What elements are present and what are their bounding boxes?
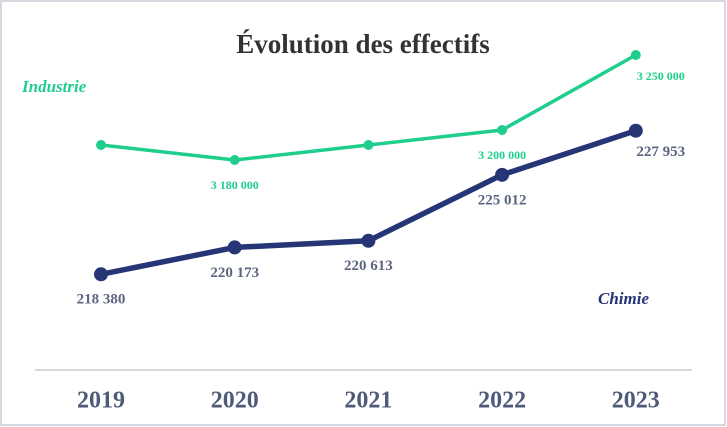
legend-label: Industrie [21, 77, 87, 96]
x-tick-label: 2019 [77, 388, 125, 414]
data-label: 218 380 [77, 292, 126, 308]
point [361, 233, 376, 248]
point [227, 240, 242, 255]
point [363, 140, 374, 150]
data-label: 3 200 000 [478, 148, 526, 162]
data-label: 220 173 [210, 265, 259, 281]
point [94, 267, 108, 282]
legend-label: Chimie [598, 289, 649, 308]
point [96, 140, 106, 150]
x-tick-label: 2023 [612, 388, 660, 414]
x-tick-label: 2022 [478, 388, 526, 414]
point [495, 167, 510, 182]
data-label: 225 012 [478, 192, 527, 208]
data-label: 227 953 [636, 144, 685, 160]
data-label: 3 180 000 [211, 178, 259, 192]
point [497, 125, 508, 135]
data-label: 220 613 [344, 258, 393, 274]
data-label: 3 250 000 [637, 69, 685, 83]
point [628, 123, 643, 138]
point [229, 155, 240, 165]
chart-title: Évolution des effectifs [236, 29, 489, 59]
x-tick-label: 2021 [344, 388, 392, 414]
point [630, 50, 641, 60]
x-tick-label: 2020 [211, 388, 259, 414]
